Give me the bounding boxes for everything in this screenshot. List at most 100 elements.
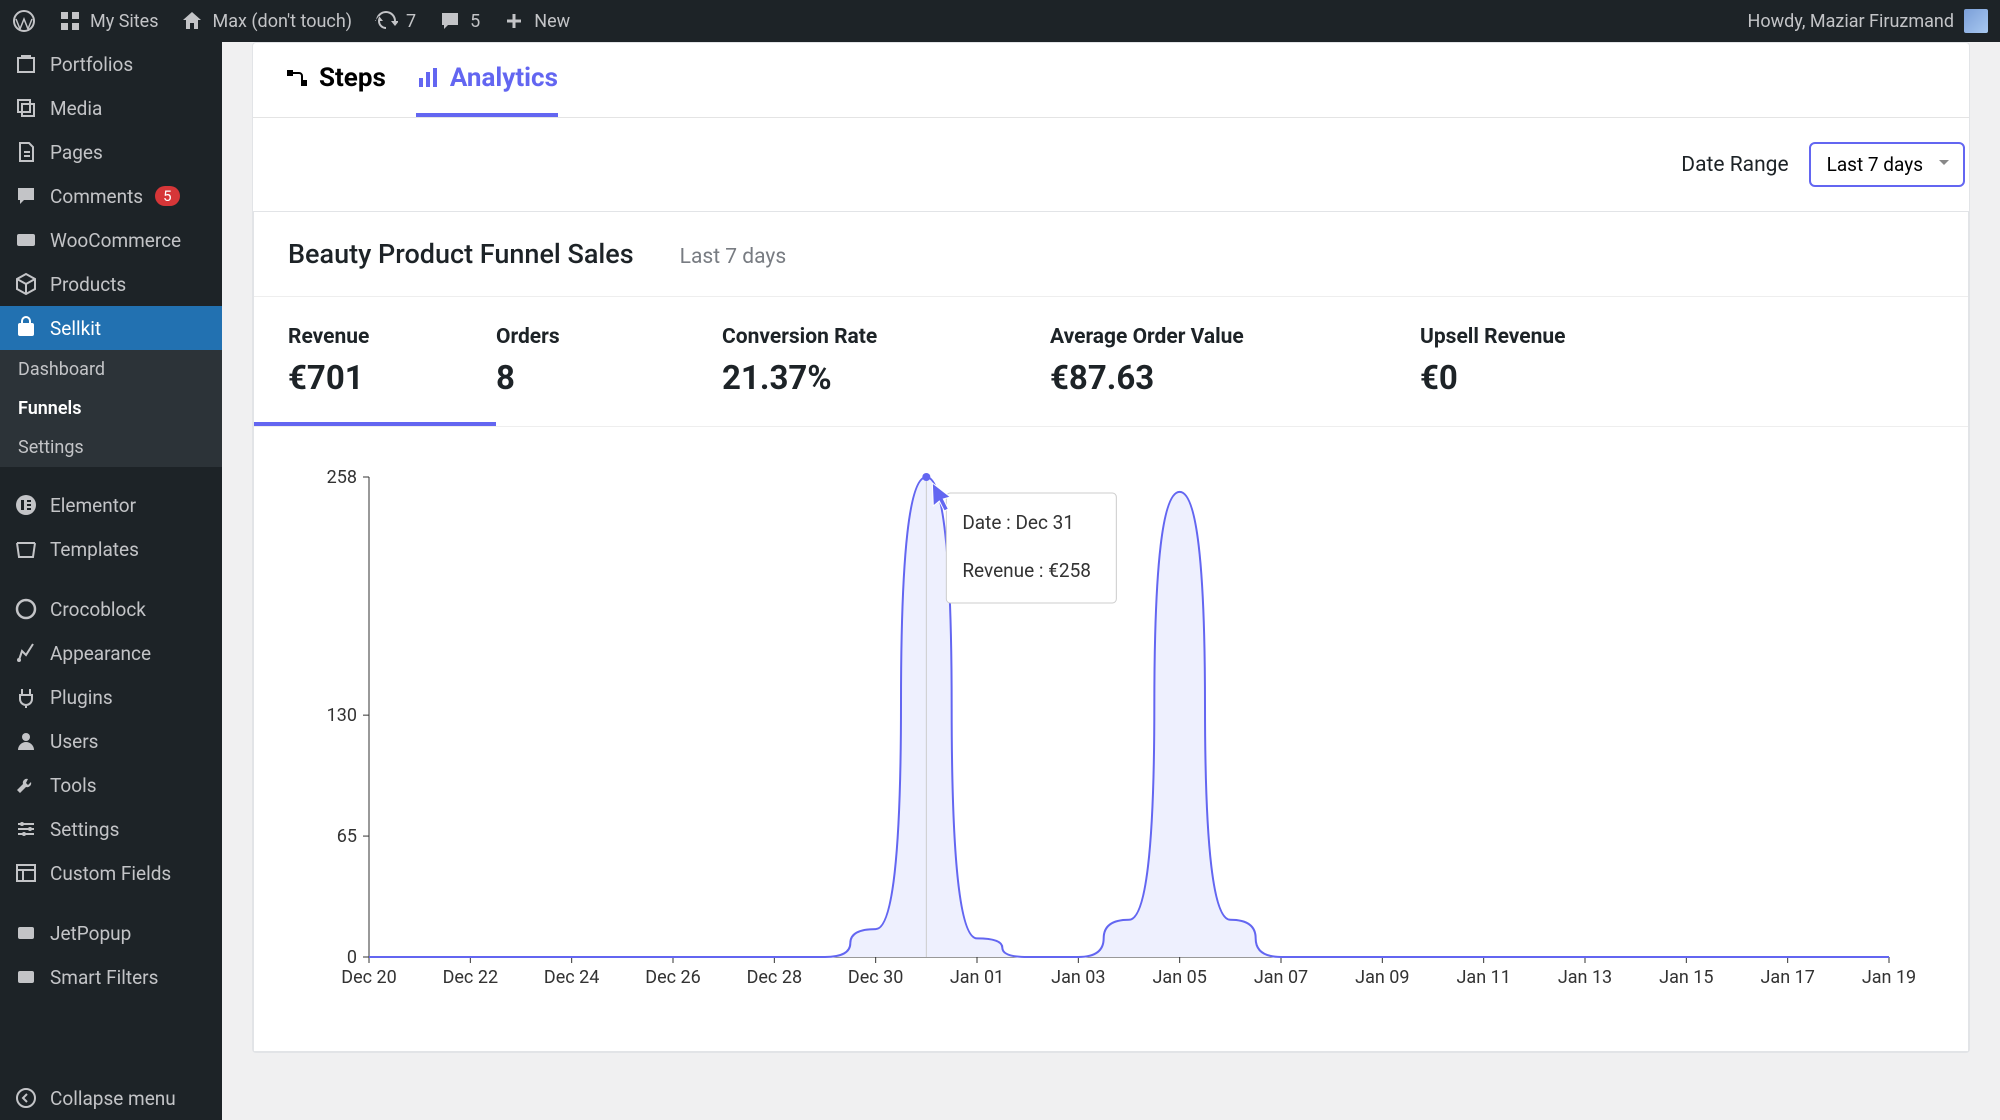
svg-text:Dec 22: Dec 22 bbox=[443, 967, 498, 988]
sidebar-item-products[interactable]: Products bbox=[0, 262, 222, 306]
comments-link[interactable]: 5 bbox=[438, 9, 480, 33]
svg-text:Dec 26: Dec 26 bbox=[645, 967, 700, 988]
tab-analytics[interactable]: Analytics bbox=[416, 63, 558, 117]
svg-text:Dec 24: Dec 24 bbox=[544, 967, 599, 988]
metric-label: Average Order Value bbox=[1050, 325, 1420, 349]
svg-text:Jan 05: Jan 05 bbox=[1152, 967, 1206, 988]
site-name-label: Max (don't touch) bbox=[212, 11, 352, 32]
svg-text:Jan 03: Jan 03 bbox=[1051, 967, 1105, 988]
templates-icon bbox=[14, 537, 38, 561]
portfolio-icon bbox=[14, 52, 38, 76]
tabs-container: Steps Analytics bbox=[253, 43, 1969, 118]
steps-icon bbox=[285, 66, 309, 90]
metric-value: €701 bbox=[288, 359, 496, 398]
svg-text:Jan 11: Jan 11 bbox=[1456, 967, 1510, 988]
jetpopup-icon bbox=[14, 921, 38, 945]
metric-upsell-revenue[interactable]: Upsell Revenue€0 bbox=[1420, 297, 1968, 426]
media-icon bbox=[14, 96, 38, 120]
tools-icon bbox=[14, 773, 38, 797]
wp-logo[interactable] bbox=[12, 9, 36, 33]
submenu-item-funnels[interactable]: Funnels bbox=[0, 389, 222, 428]
revenue-chart[interactable]: 258130650Dec 20Dec 22Dec 24Dec 26Dec 28D… bbox=[270, 467, 1928, 1007]
users-icon bbox=[14, 729, 38, 753]
badge: 5 bbox=[155, 186, 179, 206]
sidebar-item-portfolios[interactable]: Portfolios bbox=[0, 42, 222, 86]
funnel-title: Beauty Product Funnel Sales bbox=[288, 238, 634, 270]
tab-steps[interactable]: Steps bbox=[285, 63, 386, 117]
menu-label: Portfolios bbox=[50, 53, 133, 76]
svg-text:Revenue : €258: Revenue : €258 bbox=[962, 559, 1091, 582]
sidebar-item-smart-filters[interactable]: Smart Filters bbox=[0, 955, 222, 999]
sidebar-item-elementor[interactable]: Elementor bbox=[0, 483, 222, 527]
updates-link[interactable]: 7 bbox=[374, 9, 416, 33]
menu-label: Sellkit bbox=[50, 317, 101, 340]
svg-text:Jan 01: Jan 01 bbox=[950, 967, 1004, 988]
sidebar-item-pages[interactable]: Pages bbox=[0, 130, 222, 174]
svg-text:Jan 15: Jan 15 bbox=[1659, 967, 1713, 988]
svg-text:Dec 20: Dec 20 bbox=[341, 967, 396, 988]
menu-label: Templates bbox=[50, 538, 139, 561]
sidebar-item-crocoblock[interactable]: Crocoblock bbox=[0, 587, 222, 631]
new-label: New bbox=[534, 11, 570, 32]
sidebar-item-sellkit[interactable]: Sellkit bbox=[0, 306, 222, 350]
sidebar-item-woocommerce[interactable]: WooCommerce bbox=[0, 218, 222, 262]
analytics-icon bbox=[416, 66, 440, 90]
avatar[interactable] bbox=[1964, 9, 1988, 33]
submenu-item-dashboard[interactable]: Dashboard bbox=[0, 350, 222, 389]
funnel-subtitle: Last 7 days bbox=[680, 245, 787, 269]
menu-label: Products bbox=[50, 273, 126, 296]
menu-label: WooCommerce bbox=[50, 229, 181, 252]
date-range-label: Date Range bbox=[1681, 153, 1788, 177]
sidebar-item-plugins[interactable]: Plugins bbox=[0, 675, 222, 719]
sidebar-item-users[interactable]: Users bbox=[0, 719, 222, 763]
submenu-item-settings[interactable]: Settings bbox=[0, 428, 222, 467]
sidebar-item-comments[interactable]: Comments 5 bbox=[0, 174, 222, 218]
settings-icon bbox=[14, 817, 38, 841]
svg-text:Jan 07: Jan 07 bbox=[1254, 967, 1308, 988]
sidebar-item-jetpopup[interactable]: JetPopup bbox=[0, 911, 222, 955]
sidebar-item-templates[interactable]: Templates bbox=[0, 527, 222, 571]
elementor-icon bbox=[14, 493, 38, 517]
new-link[interactable]: New bbox=[502, 9, 570, 33]
sidebar-item-custom-fields[interactable]: Custom Fields bbox=[0, 851, 222, 895]
menu-label: Smart Filters bbox=[50, 966, 158, 989]
metric-orders[interactable]: Orders 8 bbox=[496, 297, 722, 426]
menu-label: Custom Fields bbox=[50, 862, 171, 885]
metric-value: 8 bbox=[496, 359, 722, 398]
sidebar-item-media[interactable]: Media bbox=[0, 86, 222, 130]
svg-text:Jan 09: Jan 09 bbox=[1355, 967, 1409, 988]
collapse-menu[interactable]: Collapse menu bbox=[0, 1076, 222, 1120]
sidebar-item-settings[interactable]: Settings bbox=[0, 807, 222, 851]
menu-label: Comments bbox=[50, 185, 143, 208]
howdy-text[interactable]: Howdy, Maziar Firuzmand bbox=[1748, 11, 1954, 32]
sidebar-item-tools[interactable]: Tools bbox=[0, 763, 222, 807]
metric-label: Orders bbox=[496, 325, 722, 349]
sidebar-item-appearance[interactable]: Appearance bbox=[0, 631, 222, 675]
date-range-select[interactable]: Last 7 days bbox=[1809, 142, 1965, 187]
comments-icon bbox=[14, 184, 38, 208]
svg-text:Jan 19: Jan 19 bbox=[1862, 967, 1916, 988]
site-name-link[interactable]: Max (don't touch) bbox=[180, 9, 352, 33]
menu-label: Elementor bbox=[50, 494, 136, 517]
crocoblock-icon bbox=[14, 597, 38, 621]
svg-text:Jan 13: Jan 13 bbox=[1558, 967, 1612, 988]
svg-text:Dec 28: Dec 28 bbox=[747, 967, 802, 988]
customfields-icon bbox=[14, 861, 38, 885]
menu-label: Media bbox=[50, 97, 102, 120]
my-sites-link[interactable]: My Sites bbox=[58, 9, 158, 33]
metric-average-order-value[interactable]: Average Order Value €87.63 bbox=[1050, 297, 1420, 426]
metric-revenue[interactable]: Revenue€701 bbox=[254, 297, 496, 426]
metric-label: Conversion Rate bbox=[722, 325, 1050, 349]
updates-count: 7 bbox=[406, 11, 416, 32]
comments-count: 5 bbox=[470, 11, 480, 32]
pages-icon bbox=[14, 140, 38, 164]
metric-value: €87.63 bbox=[1050, 359, 1420, 398]
menu-label: Crocoblock bbox=[50, 598, 146, 621]
sellkit-icon bbox=[14, 316, 38, 340]
admin-bar: My Sites Max (don't touch) 7 5 New Howdy… bbox=[0, 0, 2000, 42]
svg-text:65: 65 bbox=[337, 826, 357, 847]
metric-conversion-rate[interactable]: Conversion Rate21.37% bbox=[722, 297, 1050, 426]
svg-text:Date : Dec 31: Date : Dec 31 bbox=[962, 511, 1074, 534]
svg-text:Dec 30: Dec 30 bbox=[848, 967, 903, 988]
menu-label: JetPopup bbox=[50, 922, 131, 945]
